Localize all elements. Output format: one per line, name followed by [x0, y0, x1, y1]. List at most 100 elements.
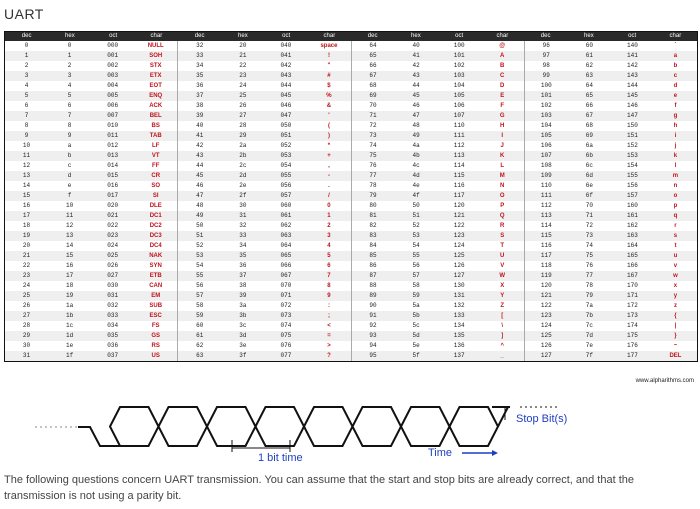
ascii-char-cell: T: [500, 243, 505, 249]
ascii-char-cell: ~: [673, 343, 678, 349]
ascii-char-cell: (: [327, 123, 330, 129]
ascii-cell: 042: [280, 62, 292, 69]
ascii-cell: 30: [239, 202, 247, 209]
ascii-cell: 143: [610, 71, 654, 81]
ascii-cell: 40: [196, 122, 204, 129]
header-hex: hex: [411, 33, 421, 39]
ascii-cell: 001: [91, 51, 135, 61]
ascii-char-cell: }: [653, 331, 697, 341]
ascii-char-cell: NAK: [134, 251, 178, 261]
ascii-char-cell: l: [674, 163, 677, 169]
ascii-char-cell: h: [673, 123, 678, 129]
ascii-column-hex: 20 21 22 23 24 25 26 27 28 29 2a 2b 2c 2d 2e 2f 30 31 32 33…: [221, 41, 265, 361]
ascii-cell: 015: [91, 171, 135, 181]
ascii-cell: 64: [369, 42, 377, 49]
ascii-cell: 42: [196, 142, 204, 149]
ascii-cell: 177: [610, 351, 654, 361]
ascii-cell: 061: [264, 211, 308, 221]
ascii-column-char: ` a b c d e f g h i j k l m n o p q r s t u v w x y z {|} ~ DEL: [653, 41, 697, 361]
ascii-cell: 050: [280, 122, 292, 129]
header-hex: hex: [65, 33, 75, 39]
ascii-char-cell: r: [674, 223, 677, 229]
ascii-cell: 141: [610, 51, 654, 61]
header-hex: hex: [584, 33, 594, 39]
ascii-cell: 124: [540, 322, 552, 329]
ascii-char-cell: RS: [151, 343, 160, 349]
ascii-cell: 6c: [585, 162, 593, 169]
ascii-cell: 53: [394, 231, 438, 241]
ascii-cell: 074: [280, 322, 292, 329]
ascii-cell: 26: [22, 302, 31, 309]
ascii-cell: 19: [5, 231, 49, 241]
ascii-char-cell: g: [653, 111, 697, 121]
ascii-cell: 140: [627, 42, 638, 49]
ascii-cell: 53: [178, 251, 222, 261]
ascii-cell: 1b: [48, 311, 92, 321]
ascii-block: 32 33 34 35 36 37 38 39 40 41 42 43 44 45 46 47 48 49 50 51…: [178, 41, 352, 361]
ascii-cell: 171: [610, 291, 654, 301]
header-oct: oct: [109, 33, 118, 39]
ascii-cell: 10: [65, 202, 74, 209]
ascii-char-cell: N: [500, 183, 505, 189]
ascii-char-cell: `: [674, 43, 677, 49]
ascii-char-cell: n: [673, 183, 678, 189]
ascii-cell: 70: [585, 202, 593, 209]
ascii-cell: 7e: [585, 342, 593, 349]
ascii-cell: 68: [585, 122, 593, 129]
ascii-cell: 101: [437, 51, 481, 61]
ascii-cell: 006: [107, 102, 119, 109]
ascii-cell: 4d: [394, 171, 438, 181]
ascii-cell: 54: [196, 262, 204, 269]
ascii-column-hex: 40 41 42 43 44 45 46 47 48 49 4a 4b 4c 4d 4e 4f 50 51 52 53…: [394, 41, 438, 361]
ascii-cell: 6d: [567, 171, 611, 181]
data-bit-cell: [302, 406, 354, 447]
ascii-cell: 020: [107, 202, 119, 209]
ascii-cell: 92: [369, 322, 377, 329]
ascii-cell: 104: [540, 122, 552, 129]
bit-time-label: 1 bit time: [258, 452, 303, 464]
ascii-cell: 7d: [567, 331, 611, 341]
ascii-cell: 3b: [221, 311, 265, 321]
page-title: UART: [4, 6, 44, 22]
ascii-cell: 13: [5, 171, 49, 181]
ascii-cell: 16: [22, 202, 31, 209]
ascii-cell: 123: [437, 231, 481, 241]
ascii-cell: 18: [22, 222, 31, 229]
ascii-cell: 41: [394, 51, 438, 61]
ascii-cell: 071: [264, 291, 308, 301]
header-oct: oct: [282, 33, 291, 39]
ascii-cell: 040: [280, 42, 292, 49]
ascii-cell: 97: [524, 51, 568, 61]
source-watermark: www.alpharithms.com: [635, 378, 694, 384]
ascii-cell: 2e: [239, 182, 247, 189]
ascii-cell: 6e: [585, 182, 593, 189]
ascii-cell: 45: [178, 171, 222, 181]
ascii-cell: 5b: [394, 311, 438, 321]
ascii-char-cell: O: [480, 191, 524, 201]
ascii-cell: 25: [5, 291, 49, 301]
ascii-cell: 39: [221, 291, 265, 301]
ascii-cell: 122: [540, 302, 552, 309]
ascii-cell: 017: [91, 191, 135, 201]
ascii-char-cell: SUB: [149, 303, 163, 309]
header-hex: hex: [238, 33, 248, 39]
ascii-cell: 56: [196, 282, 204, 289]
ascii-cell: 20: [22, 242, 31, 249]
ascii-cell: 83: [351, 231, 395, 241]
ascii-cell: 065: [264, 251, 308, 261]
ascii-cell: 81: [351, 211, 395, 221]
ascii-cell: 109: [524, 171, 568, 181]
ascii-cell: 154: [627, 162, 638, 169]
data-bit-cell: [108, 406, 160, 447]
ascii-cell: 046: [280, 102, 292, 109]
ascii-cell: 61: [178, 331, 222, 341]
ascii-char-cell: e: [653, 91, 697, 101]
ascii-char-cell: SOH: [134, 51, 178, 61]
ascii-cell: 126: [540, 342, 552, 349]
ascii-cell: 33: [221, 231, 265, 241]
ascii-cell: 152: [627, 142, 638, 149]
ascii-char-cell: NULL: [147, 43, 164, 49]
ascii-cell: 135: [437, 331, 481, 341]
ascii-char-cell: -: [307, 171, 351, 181]
ascii-char-cell: :: [327, 303, 330, 309]
